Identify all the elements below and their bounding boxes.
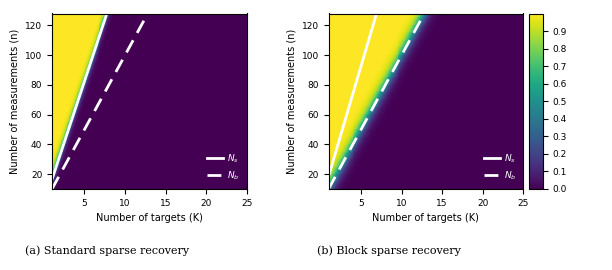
Legend: $N_s$, $N_b$: $N_s$, $N_b$ (204, 150, 242, 184)
Y-axis label: Number of measurements (n): Number of measurements (n) (286, 29, 296, 174)
Y-axis label: Number of measurements (n): Number of measurements (n) (10, 29, 20, 174)
X-axis label: Number of targets (K): Number of targets (K) (96, 213, 203, 223)
Text: (a) Standard sparse recovery: (a) Standard sparse recovery (25, 246, 189, 256)
X-axis label: Number of targets (K): Number of targets (K) (373, 213, 479, 223)
Legend: $N_s$, $N_b$: $N_s$, $N_b$ (481, 150, 519, 184)
Text: (b) Block sparse recovery: (b) Block sparse recovery (316, 246, 461, 256)
